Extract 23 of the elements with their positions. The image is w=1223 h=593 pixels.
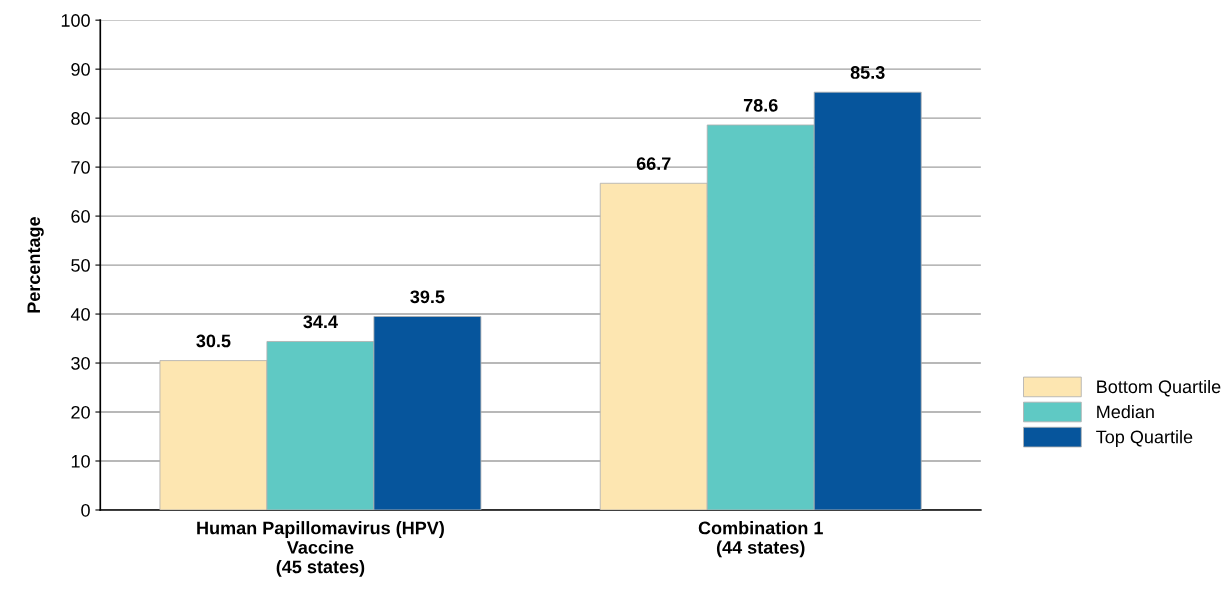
data-label: 39.5 (410, 290, 445, 304)
x-tick-label: Human Papillomavirus (HPV) Vaccine (45 states) (197, 521, 444, 577)
data-label: 30.5 (196, 334, 231, 348)
legend-label: Bottom Quartile (1097, 379, 1221, 397)
y-tick-label: 0 (81, 503, 90, 517)
y-tick-label: 20 (71, 405, 90, 419)
data-label: 85.3 (850, 66, 885, 79)
y-tick-label: 60 (71, 210, 90, 223)
legend-label: Top Quartile (1096, 430, 1193, 447)
y-tick-label: 30 (71, 356, 90, 370)
data-label: 78.6 (743, 98, 778, 112)
y-tick-label: 50 (71, 259, 90, 272)
y-tick-label: 80 (71, 112, 90, 125)
y-tick-label: 90 (71, 63, 90, 76)
y-tick-label: 10 (71, 454, 90, 468)
legend-label: Median (1097, 404, 1154, 419)
y-tick-label: 70 (71, 161, 90, 174)
y-tick-label: 40 (70, 307, 90, 321)
x-tick-label: Combination 1 (44 states) (698, 521, 823, 558)
y-axis-title: Percentage (27, 217, 44, 313)
data-label: 66.7 (636, 157, 671, 170)
data-label: 34.4 (303, 315, 338, 329)
y-tick-label: 100 (61, 14, 90, 27)
